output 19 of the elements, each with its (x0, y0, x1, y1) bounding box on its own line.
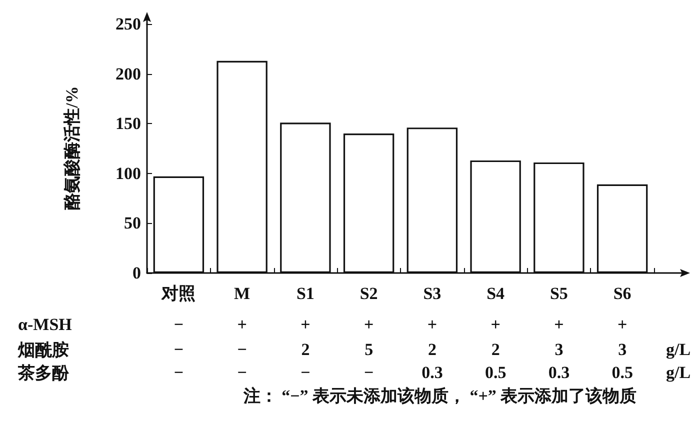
x-tick-label: S1 (296, 284, 314, 303)
x-tick-label: M (234, 284, 250, 303)
x-tick-label: S4 (486, 284, 506, 303)
y-tick-label: 100 (116, 164, 141, 183)
x-tick-label: 对照 (160, 284, 196, 303)
y-tick-label: 50 (124, 214, 141, 233)
x-tick-label: S2 (360, 284, 378, 303)
x-tick-label: S6 (613, 284, 632, 303)
text: 注： “−” 表示未添加该物质， “+” 表示添加了该物质 (243, 386, 637, 408)
y-tick-label: 250 (116, 14, 141, 34)
x-tick-label: S3 (423, 284, 442, 303)
y-axis-title: 酪氨酸酶活性/% (62, 86, 82, 210)
y-tick-label: 0 (132, 264, 141, 282)
y-tick-label: 150 (116, 114, 141, 134)
text: 烟酰胺 − − 2 5 2 2 3 3 g/L (18, 340, 691, 360)
text: 茶多酚 − − − − 0.3 0.5 0.3 0.5 g/L (18, 363, 691, 382)
text: α-MSH − + + + + + + + (18, 315, 628, 334)
y-tick-label: 200 (116, 64, 141, 84)
x-tick-label: S5 (550, 284, 568, 303)
